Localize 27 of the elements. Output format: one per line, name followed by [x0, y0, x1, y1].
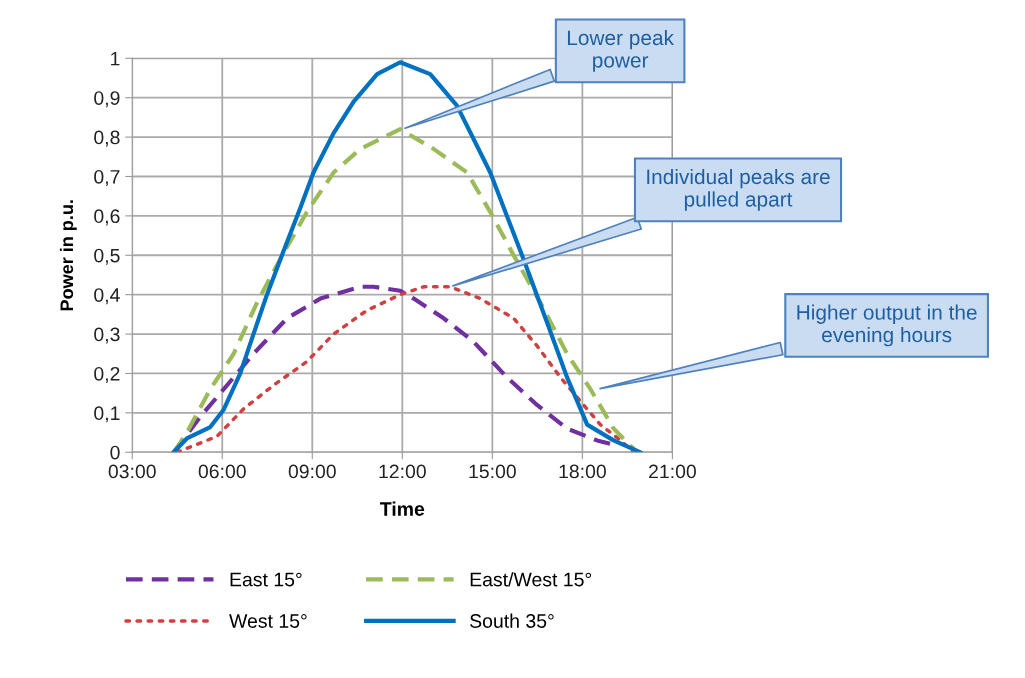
annotation: Lower peak power — [567, 29, 675, 72]
y-tick-label: 0,6 — [94, 209, 120, 226]
legend-label: East/West 15° — [470, 572, 592, 587]
y-tick-label: 1 — [111, 51, 120, 66]
legend-label: East 15° — [230, 572, 302, 587]
x-tick-label: 12:00 — [379, 464, 426, 479]
y-tick-label: 0,4 — [94, 288, 120, 305]
x-tick-label: 09:00 — [288, 464, 336, 479]
x-tick-label: 21:00 — [649, 464, 696, 479]
y-axis-title: Power in p.u. — [59, 200, 77, 311]
y-tick-label: 0,8 — [94, 130, 120, 147]
y-tick-label: 0,1 — [94, 406, 120, 423]
x-tick-label: 15:00 — [469, 464, 516, 479]
y-tick-label: 0,3 — [94, 327, 120, 344]
y-tick-label: 0,5 — [94, 248, 120, 265]
legend-label: West 15° — [229, 614, 307, 628]
x-tick-label: 06:00 — [198, 464, 246, 479]
y-tick-label: 0 — [110, 445, 120, 460]
x-tick-label: 18:00 — [559, 464, 606, 479]
y-tick-label: 0,9 — [94, 91, 120, 108]
annotation: Individual peaks are pulled apart — [647, 168, 830, 211]
x-tick-label: 03:00 — [108, 464, 156, 479]
annotation: Higher output in the evening hours — [797, 304, 977, 347]
x-axis-title: Time — [380, 501, 425, 516]
y-tick-label: 0,7 — [94, 169, 120, 187]
legend-label: South 35° — [470, 613, 554, 628]
y-tick-label: 0,2 — [94, 366, 120, 383]
